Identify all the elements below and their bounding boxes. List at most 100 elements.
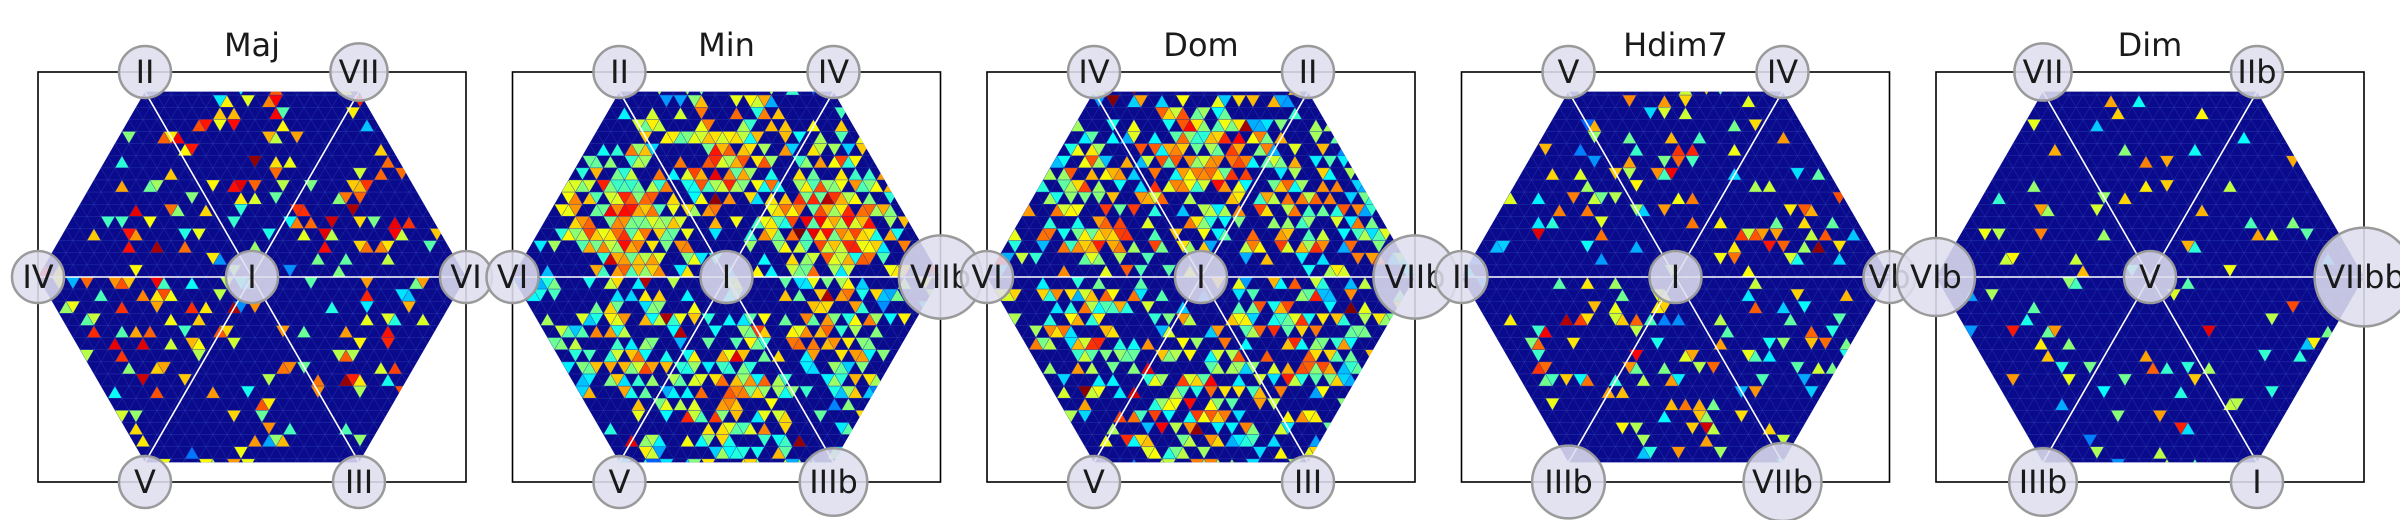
heatmap-cell	[876, 143, 891, 156]
heatmap-cell	[869, 458, 884, 463]
heatmap-cell	[1421, 71, 1435, 83]
heatmap-cell	[932, 179, 941, 193]
heatmap-cell	[1042, 131, 1058, 144]
heatmap-cell	[904, 179, 919, 193]
heatmap-cell	[526, 191, 541, 205]
heatmap-cell	[897, 361, 912, 375]
heatmap-cell	[512, 131, 513, 144]
heatmap-cell	[38, 204, 39, 217]
heatmap-cell	[51, 204, 67, 217]
heatmap-cell	[408, 446, 424, 460]
heatmap-cell	[1007, 91, 1023, 96]
heatmap-cell	[114, 106, 130, 120]
heatmap-cell	[58, 106, 74, 120]
heatmap-cell	[954, 168, 968, 180]
heatmap-cell	[79, 91, 95, 96]
heatmap-cell	[883, 155, 898, 169]
heatmap-cell	[429, 155, 445, 169]
heatmap-cell	[44, 325, 60, 338]
heatmap-cell	[1049, 131, 1065, 144]
heatmap-cell	[79, 410, 95, 423]
heatmap-cell	[947, 447, 961, 459]
heatmap-cell	[554, 119, 569, 132]
heatmap-cell	[1406, 131, 1415, 144]
heatmap-cell	[897, 385, 912, 399]
heatmap-cell	[464, 155, 466, 169]
heatmap-cell	[1357, 106, 1373, 120]
heatmap-cell	[79, 119, 95, 132]
heatmap-cell	[107, 434, 123, 447]
heatmap-cell	[925, 167, 940, 181]
heatmap-cell	[429, 131, 445, 144]
heatmap-cell	[44, 106, 60, 120]
heatmap-cell	[38, 434, 39, 447]
heatmap-cell	[457, 373, 466, 387]
heatmap-cell	[918, 385, 933, 399]
heatmap-cell	[65, 91, 81, 96]
heatmap-cell	[457, 349, 466, 363]
heatmap-cell	[954, 362, 968, 374]
node-label: I	[247, 258, 256, 296]
heatmap-cell	[65, 107, 81, 120]
heatmap-cell	[472, 350, 486, 362]
heatmap-cell	[65, 410, 81, 423]
heatmap-cell	[993, 131, 1009, 144]
heatmap-cell	[512, 204, 513, 217]
heatmap-cell	[904, 373, 919, 387]
heatmap-cell	[184, 91, 200, 96]
heatmap-cell	[925, 131, 940, 144]
heatmap-cell	[547, 106, 562, 120]
heatmap-cell	[479, 241, 493, 253]
heatmap-cell	[547, 167, 562, 181]
heatmap-cell	[925, 216, 940, 229]
heatmap-cell	[897, 422, 912, 435]
heatmap-cell	[58, 94, 74, 108]
heatmap-cell	[436, 325, 452, 338]
heatmap-cell	[450, 422, 466, 435]
heatmap-cell	[890, 373, 905, 387]
heatmap-cell	[72, 119, 88, 132]
heatmap-cell	[1364, 131, 1380, 144]
heatmap-cell	[533, 119, 548, 132]
heatmap-cell	[526, 446, 541, 460]
heatmap-cell	[575, 119, 590, 132]
heatmap-cell	[436, 94, 452, 108]
heatmap-cell	[561, 385, 576, 399]
heatmap-cell	[44, 434, 60, 448]
heatmap-cell	[897, 155, 912, 169]
heatmap-cell	[904, 204, 919, 217]
heatmap-cell	[911, 143, 926, 157]
node-center: I	[699, 249, 754, 305]
heatmap-cell	[932, 143, 941, 156]
heatmap-cell	[939, 325, 941, 338]
heatmap-cell	[1056, 94, 1072, 108]
heatmap-cell	[954, 132, 968, 144]
heatmap-cell	[987, 143, 1002, 156]
heatmap-cell	[1217, 91, 1233, 96]
heatmap-cell	[1428, 71, 1442, 83]
heatmap-cell	[869, 106, 884, 120]
heatmap-cell	[512, 119, 527, 132]
heatmap-cell	[947, 326, 961, 338]
heatmap-cell	[380, 458, 396, 463]
heatmap-cell	[1245, 91, 1261, 96]
heatmap-cell	[415, 361, 431, 375]
heatmap-cell	[79, 434, 95, 447]
heatmap-cell	[540, 434, 555, 447]
heatmap-cell	[947, 156, 961, 168]
heatmap-cell	[918, 373, 933, 387]
heatmap-cell	[93, 410, 109, 423]
heatmap-cell	[436, 434, 452, 448]
heatmap-cell	[925, 91, 940, 96]
heatmap-cell	[93, 119, 109, 132]
heatmap-cell	[79, 94, 95, 108]
heatmap-cell	[897, 434, 912, 448]
heatmap-cell	[561, 446, 576, 460]
heatmap-cell	[422, 155, 438, 169]
heatmap-cell	[65, 143, 81, 156]
heatmap-cell	[1028, 107, 1044, 120]
heatmap-cell	[38, 434, 53, 447]
heatmap-cell	[596, 446, 611, 460]
heatmap-cell	[464, 313, 466, 326]
heatmap-cell	[939, 373, 941, 387]
